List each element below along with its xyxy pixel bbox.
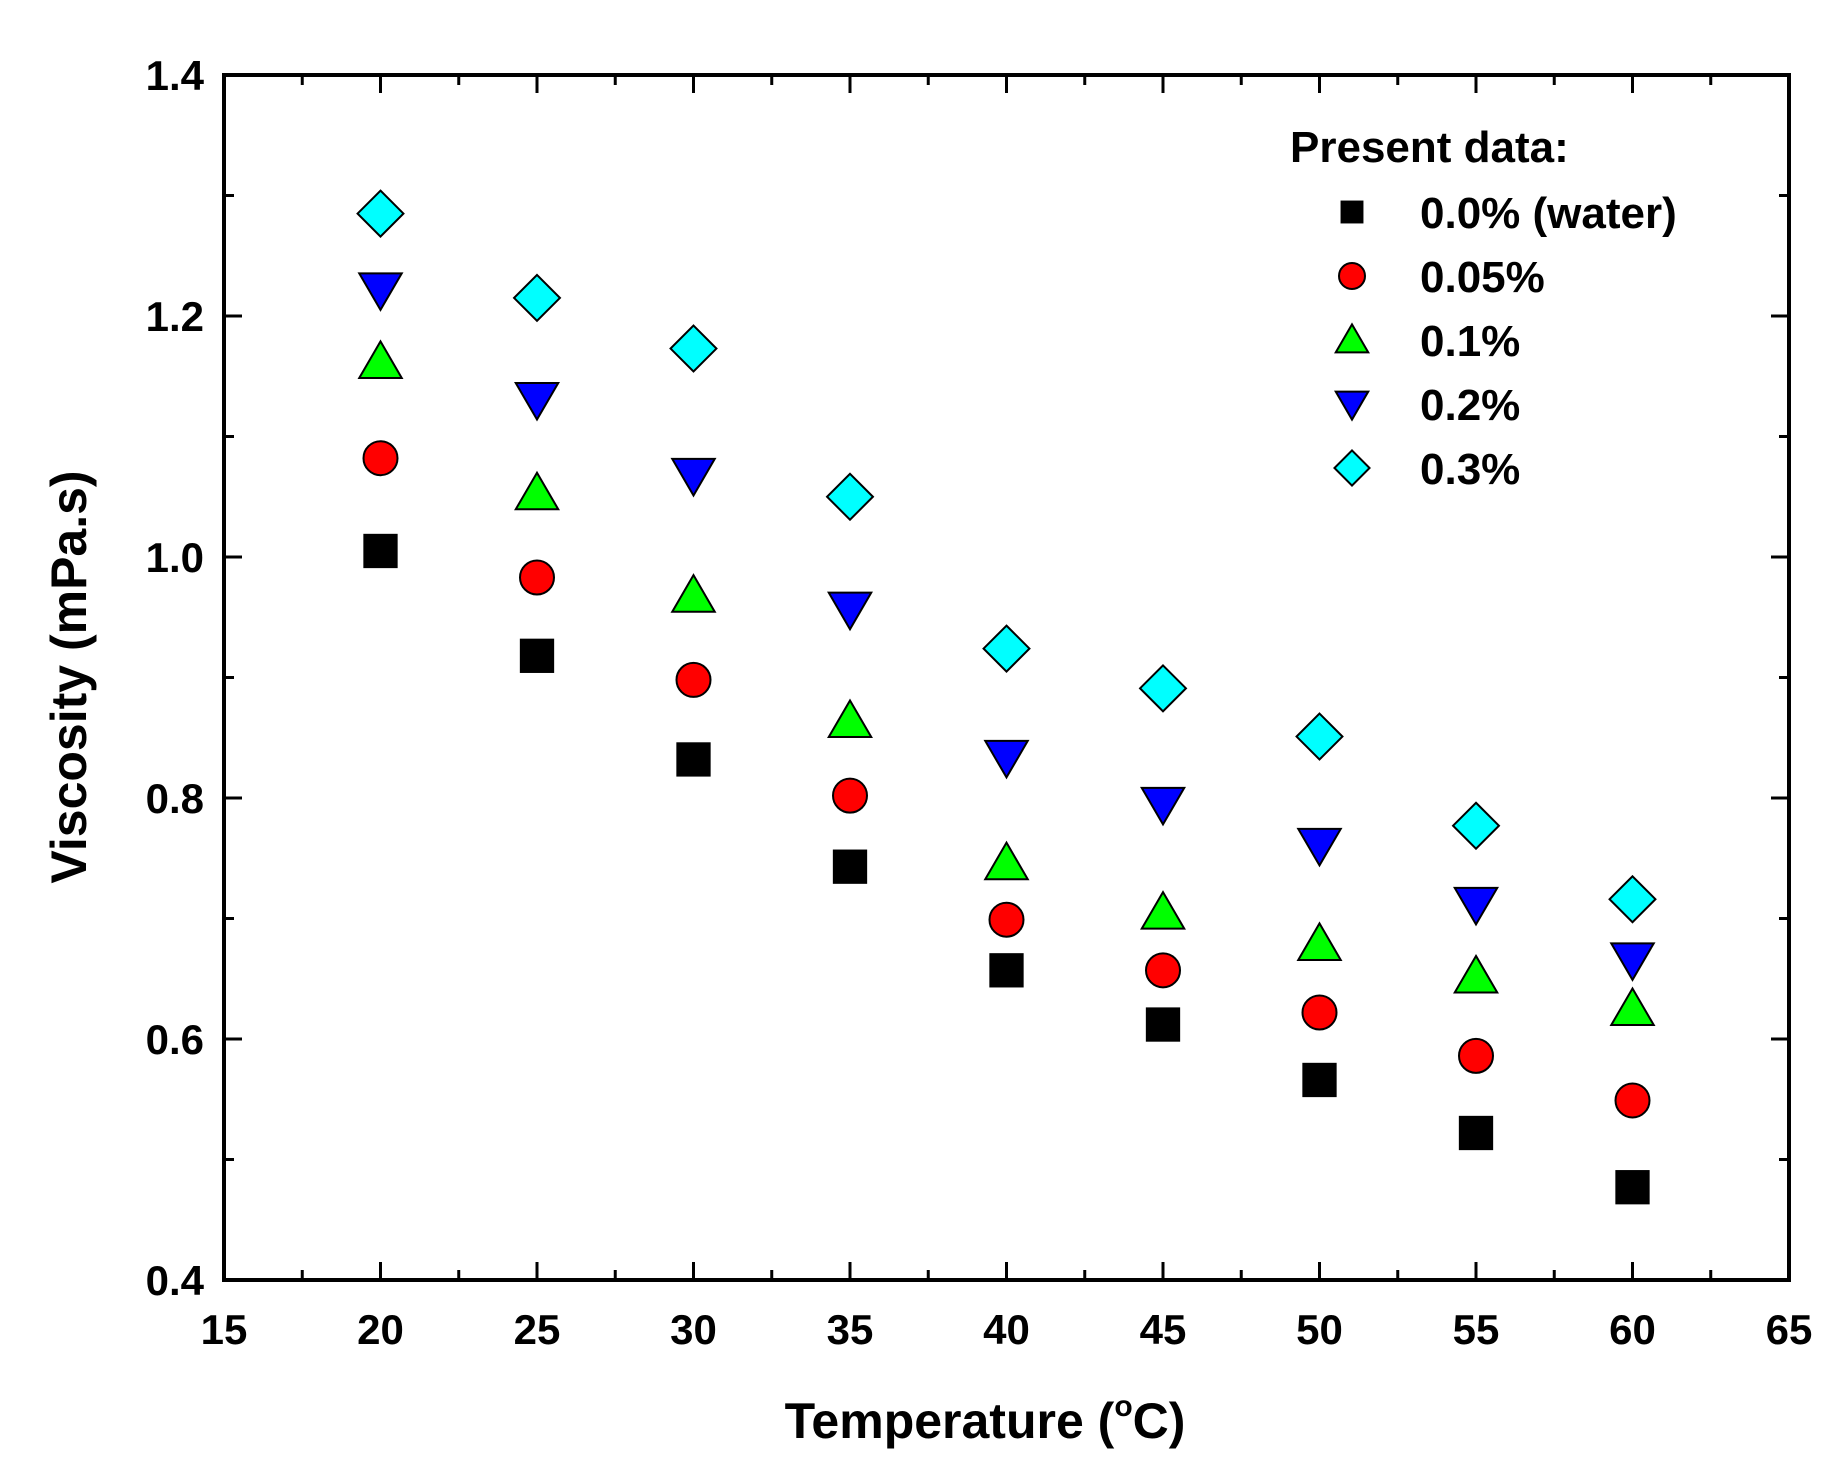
x-tick-label: 15 <box>201 1306 248 1353</box>
data-point <box>514 470 560 511</box>
data-point <box>827 591 873 632</box>
data-point <box>1609 986 1656 1027</box>
legend-title: Present data: <box>1290 123 1569 172</box>
data-point <box>357 272 404 312</box>
x-axis-title: Temperature (oC) <box>785 1390 1186 1449</box>
legend-label: 0.3% <box>1420 445 1520 494</box>
plot-frame <box>222 73 1791 1282</box>
y-tick-label: 1.2 <box>146 293 204 340</box>
legend-label: 0.1% <box>1420 317 1520 366</box>
data-point <box>675 661 712 698</box>
data-point <box>669 324 718 373</box>
data-point <box>1458 1037 1494 1074</box>
series-4 <box>356 189 1657 924</box>
legend-label: 0.2% <box>1420 381 1520 430</box>
y-tick-label: 1.4 <box>146 52 205 99</box>
data-point <box>832 849 868 884</box>
legend: Present data: 0.0% (water) 0.05% 0.1% 0.2% 0… <box>1290 123 1677 494</box>
data-point <box>982 624 1031 673</box>
x-tick-label: 60 <box>1609 1306 1656 1353</box>
data-point <box>983 739 1030 780</box>
data-point <box>1145 1007 1181 1042</box>
data-point <box>514 381 560 422</box>
data-point <box>362 440 399 477</box>
data-point <box>1614 1082 1651 1119</box>
data-point <box>1138 663 1188 713</box>
legend-marker <box>1340 200 1364 224</box>
data-point <box>1609 942 1656 982</box>
legend-marker <box>1334 390 1370 422</box>
data-point <box>1296 827 1343 868</box>
data-point <box>670 573 717 613</box>
series-0 <box>363 533 1650 1205</box>
legend-marker <box>1333 449 1371 487</box>
data-point <box>827 698 873 739</box>
series-1 <box>362 440 1651 1119</box>
data-point <box>1608 874 1657 924</box>
data-point <box>989 953 1024 988</box>
data-point <box>1458 1115 1494 1151</box>
data-point <box>1453 886 1499 927</box>
y-tick-label: 0.8 <box>146 775 204 822</box>
data-point <box>832 777 868 814</box>
data-point <box>1302 1062 1337 1098</box>
data-points <box>356 189 1657 1205</box>
x-tick-label: 40 <box>983 1306 1030 1353</box>
x-tick-label: 45 <box>1140 1306 1187 1353</box>
data-point <box>1140 890 1186 930</box>
data-point <box>356 189 405 238</box>
y-tick-label: 0.4 <box>146 1257 205 1304</box>
data-point <box>1453 953 1499 994</box>
data-point <box>1615 1170 1650 1205</box>
data-point <box>676 742 711 777</box>
data-point <box>1140 786 1186 827</box>
y-tick-label: 0.6 <box>146 1016 204 1063</box>
x-tick-label: 50 <box>1296 1306 1343 1353</box>
data-point <box>670 457 717 498</box>
x-tick-label: 20 <box>357 1306 404 1353</box>
y-tick-label: 1.0 <box>146 534 204 581</box>
x-tick-label: 65 <box>1766 1306 1813 1353</box>
data-point <box>519 638 555 673</box>
x-tick-label: 25 <box>514 1306 561 1353</box>
series-2 <box>357 339 1656 1027</box>
x-tick-label: 30 <box>670 1306 717 1353</box>
legend-marker <box>1338 262 1366 290</box>
degree-symbol: o <box>1114 1390 1132 1423</box>
data-point <box>1295 712 1344 761</box>
data-point <box>363 533 398 569</box>
series-3 <box>357 272 1656 982</box>
x-tick-label: 55 <box>1453 1306 1500 1353</box>
axis-ticks <box>222 73 1791 1282</box>
data-point <box>519 559 555 596</box>
axis-tick-labels: 15 20 25 30 35 40 45 50 55 60 65 0.4 0.6 0.8 1.0 1.2 1.4 <box>146 52 1813 1353</box>
legend-marker <box>1334 322 1370 354</box>
data-point <box>988 901 1025 938</box>
data-point <box>983 840 1030 881</box>
data-point <box>825 472 875 522</box>
data-point <box>1296 921 1343 961</box>
x-tick-label: 35 <box>827 1306 874 1353</box>
data-point <box>1451 801 1501 851</box>
legend-label: 0.0% (water) <box>1420 189 1677 238</box>
data-point <box>1145 952 1181 989</box>
data-point <box>357 339 404 379</box>
y-axis-title: Viscosity (mPa.s) <box>41 470 97 883</box>
legend-label: 0.05% <box>1420 253 1545 302</box>
data-point <box>1301 994 1338 1031</box>
data-point <box>512 273 562 323</box>
